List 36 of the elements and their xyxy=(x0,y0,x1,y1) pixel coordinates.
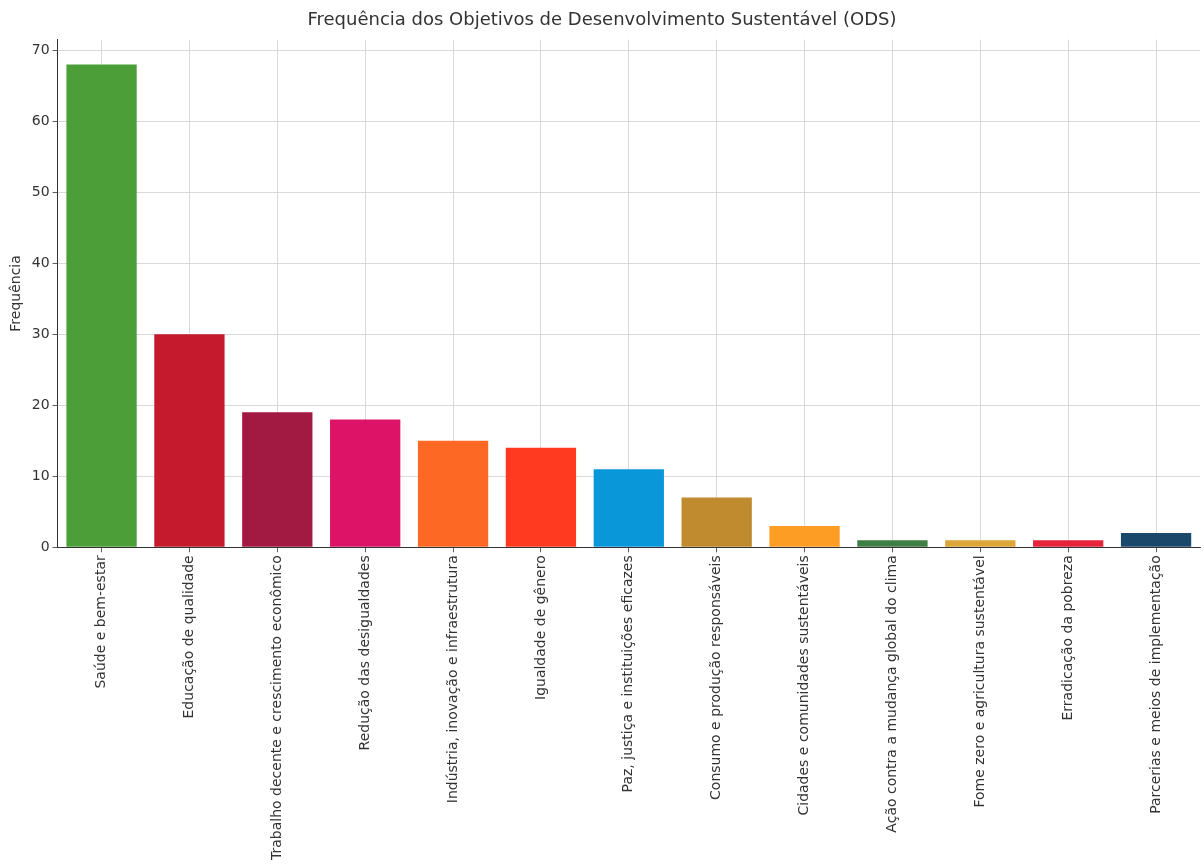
bar xyxy=(681,497,752,547)
x-tick-label: Paz, justiça e instituições eficazes xyxy=(619,555,636,793)
x-tick-label: Trabalho decente e crescimento econômico xyxy=(267,555,284,861)
chart-title: Frequência dos Objetivos de Desenvolvimento Sustentável (ODS) xyxy=(307,8,897,30)
y-axis-title: Frequência xyxy=(7,255,24,332)
x-tick-label: Igualdade de gênero xyxy=(531,555,548,700)
y-tick-label: 50 xyxy=(31,182,50,199)
x-tick-label: Parcerias e meios de implementação xyxy=(1146,555,1163,814)
x-tick-label: Fome zero e agricultura sustentável xyxy=(970,555,987,808)
y-tick-label: 40 xyxy=(31,253,50,270)
x-tick-label: Indústria, inovação e infraestrutura xyxy=(443,555,460,804)
x-tick-label: Educação de qualidade xyxy=(180,555,197,719)
bar xyxy=(1033,540,1104,547)
x-tick-label: Erradicação da pobreza xyxy=(1058,555,1075,721)
y-tick-label: 10 xyxy=(31,466,50,483)
y-tick-label: 30 xyxy=(31,324,50,341)
bar xyxy=(417,440,489,547)
x-tick-label: Saúde e bem-estar xyxy=(92,555,109,689)
x-tick-label: Consumo e produção responsáveis xyxy=(707,555,724,800)
x-tick-label: Ação contra a mudança global do clima xyxy=(883,555,900,833)
x-tick-label: Redução das desigualdades xyxy=(355,555,372,751)
bar xyxy=(242,412,313,547)
bar xyxy=(505,447,577,547)
y-tick-label: 70 xyxy=(31,40,50,57)
bar xyxy=(769,525,840,547)
bar xyxy=(1120,533,1192,547)
x-tick-label: Cidades e comunidades sustentáveis xyxy=(795,555,812,816)
bar xyxy=(945,540,1016,547)
y-tick-label: 60 xyxy=(31,111,50,128)
y-tick-label: 0 xyxy=(40,537,50,554)
bar xyxy=(66,64,137,547)
bar xyxy=(593,469,664,547)
bar xyxy=(330,419,401,547)
bar xyxy=(857,540,928,547)
y-tick-label: 20 xyxy=(31,395,50,412)
bar xyxy=(154,334,225,547)
